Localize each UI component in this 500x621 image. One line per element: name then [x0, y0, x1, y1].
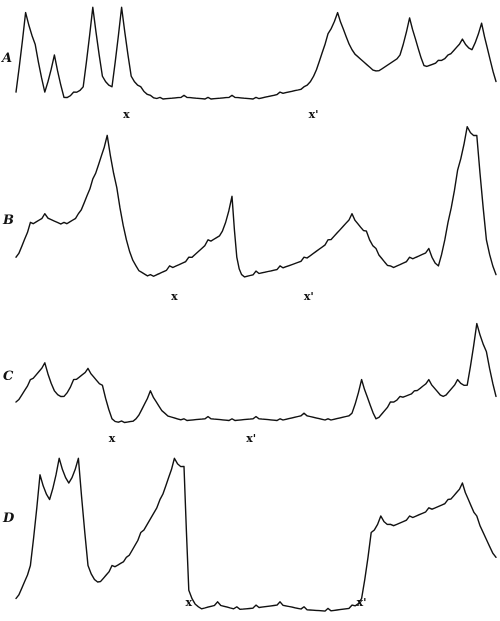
panel-label-b: B: [2, 213, 14, 228]
marker-d-x-prime: x': [357, 596, 367, 609]
marker-b-x-prime: x': [304, 290, 314, 303]
marker-a-x: x: [123, 108, 130, 121]
panels-group: Ax x' Bx x' Cx x' Dx x': [0, 6, 497, 612]
panel-label-d: D: [2, 511, 15, 526]
marker-b-x: x: [171, 290, 178, 303]
trace-d: [15, 457, 497, 612]
marker-a-x-prime: x': [309, 108, 319, 121]
trace-a: [15, 6, 497, 100]
trace-b: [15, 126, 497, 278]
marker-d-x: x: [186, 596, 193, 609]
panel-label-c: C: [3, 369, 14, 384]
marker-c-x: x: [109, 432, 116, 445]
trace-c: [15, 322, 497, 424]
panel-label-a: A: [0, 51, 12, 66]
marker-c-x-prime: x': [246, 432, 256, 445]
